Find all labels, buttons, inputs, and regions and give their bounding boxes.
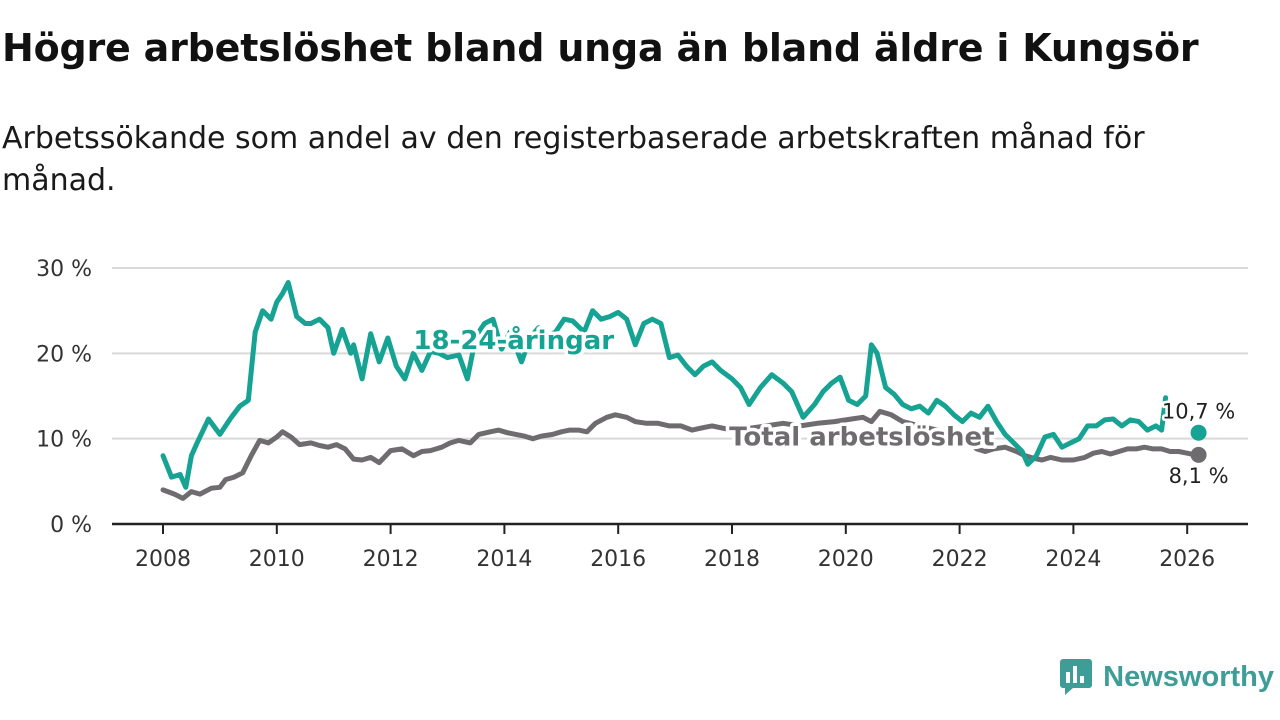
x-tick-label: 2010	[249, 547, 305, 572]
series-line	[160, 408, 1199, 501]
chart-title: Högre arbetslöshet bland unga än bland ä…	[2, 26, 1199, 70]
x-tick-label: 2024	[1045, 547, 1101, 572]
x-tick-label: 2018	[704, 547, 760, 572]
x-tick-label: 2016	[590, 547, 646, 572]
newsworthy-logo-icon	[1060, 659, 1093, 695]
x-tick-label: 2008	[135, 547, 191, 572]
x-tick-label: 2022	[932, 547, 988, 572]
chart-subtitle: Arbetssökande som andel av den registerb…	[2, 121, 1145, 198]
series-labels: 10,7 % 8,1 % 18-24-åringar Total arbetslösh…	[410, 321, 1238, 491]
x-tick-label: 2020	[818, 547, 874, 572]
x-axis: 2008 2010 2012 2014 2016 2018 2020 2022 2024 2026	[112, 522, 1248, 572]
series-line	[160, 280, 1169, 490]
series-label: Total arbetslöshet	[729, 422, 994, 452]
end-marker	[1190, 424, 1207, 441]
y-axis: 0 % 10 % 20 % 30 %	[36, 257, 92, 538]
y-tick-label: 0 %	[50, 513, 92, 538]
x-tick-label: 2012	[363, 547, 419, 572]
brand-logo: Newsworthy	[1059, 658, 1274, 696]
end-marker	[1190, 446, 1207, 463]
y-tick-label: 30 %	[36, 257, 92, 282]
y-tick-label: 10 %	[36, 428, 92, 453]
series-label: 18-24-åringar	[413, 324, 614, 356]
x-tick-label: 2014	[476, 547, 532, 572]
brand-name: Newsworthy	[1103, 660, 1274, 693]
y-tick-label: 20 %	[36, 342, 92, 367]
x-tick-label: 2026	[1159, 547, 1215, 572]
end-value-label: 8,1 %	[1169, 464, 1229, 488]
series-lines	[160, 280, 1207, 501]
end-value-label: 10,7 %	[1162, 400, 1235, 424]
